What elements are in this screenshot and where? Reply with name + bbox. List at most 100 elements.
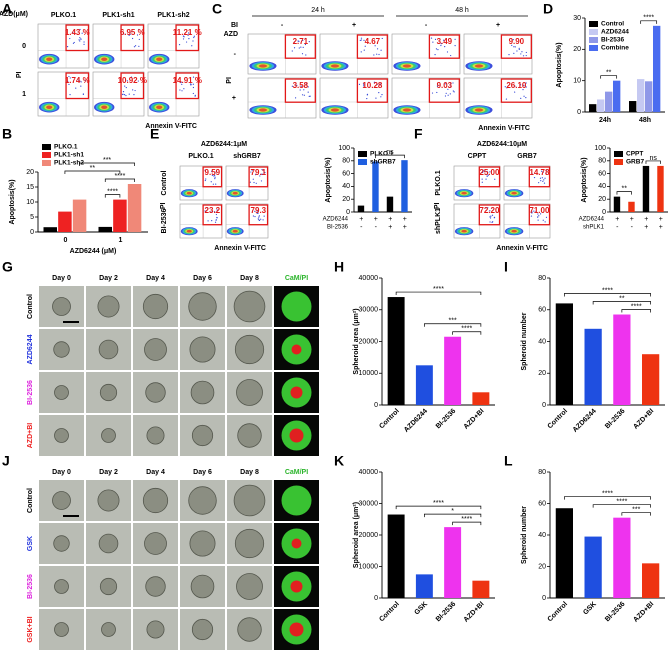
event [304,37,306,40]
event [132,89,134,91]
gate-value: 6.95 % [120,28,145,37]
event [525,54,527,57]
sig-label: * [451,508,454,515]
event [449,83,452,85]
event [545,173,547,175]
event-cloud [258,64,268,68]
event [378,92,380,94]
event [435,48,438,50]
event [194,95,196,97]
event [257,212,259,214]
event [213,175,215,177]
event-cloud [186,229,192,233]
panel-letter: C [212,1,222,17]
y-tick-label: 0 [374,402,378,409]
event [264,171,266,174]
event [360,39,362,41]
y-tick-label: 10000 [359,563,379,570]
event [291,85,293,87]
dead-core [290,580,303,593]
event [538,215,540,217]
bar [472,580,490,598]
x-tick-label: AZD+BI [463,601,486,624]
bar [645,81,653,112]
y-tick-label: 0 [346,209,350,216]
event [539,213,542,215]
event [364,45,366,47]
gate-value: 71.00 [529,206,550,215]
sig-bracket [592,301,651,305]
bar [127,184,142,232]
event [485,178,487,180]
y-tick-label: 20 [26,169,34,176]
event [73,41,75,44]
y-tick-label: 0 [30,229,34,236]
condition-mark: - [360,224,363,231]
gate-box [65,24,90,52]
col-label: + [352,22,356,29]
event [541,170,543,172]
event [301,94,304,96]
event [255,182,257,184]
event [531,173,533,175]
event [525,51,527,54]
event [434,38,437,41]
event [180,81,182,84]
y-axis-label: Apoptosis(%) [325,157,332,202]
sig-bracket [424,323,482,327]
event [307,86,309,88]
event [487,171,489,174]
y-axis-label: Spheroid number [521,506,528,564]
event [134,45,137,47]
legend-swatch [589,21,598,27]
gate-value: 9.03 [437,81,453,90]
event [482,169,484,171]
row-label: Control [161,171,168,196]
sig-bracket [645,160,661,164]
y-tick-label: 0 [374,595,378,602]
y-axis-label: Apoptosis(%) [556,42,563,87]
event [486,174,488,176]
event [309,95,311,97]
dead-core [290,386,303,399]
y-axis-label: Spheroid number [521,312,528,370]
spheroid [188,292,217,321]
event [83,41,85,43]
condition-label: BI-2536 [327,225,349,231]
event [214,211,216,213]
event [374,45,376,47]
panel-letter: A [2,1,12,17]
panel-letter: H [334,259,344,275]
event [181,90,183,92]
condition-mark: + [374,216,378,223]
bar [72,199,87,232]
sig-label: *** [632,507,640,514]
event [299,89,301,91]
y-tick-label: 80 [538,275,546,282]
y-tick-label: 40 [538,532,546,539]
y-axis-label: Spheroid area (μm²) [353,308,360,374]
event [136,34,139,36]
event [215,213,217,216]
event [506,87,508,89]
event [75,87,77,89]
event [249,181,251,183]
event [450,54,452,57]
event [432,41,434,43]
treatment-label: BI-2536 [27,574,34,599]
event [206,207,208,209]
spheroid [97,295,120,318]
spheroid [146,620,165,639]
dead-core [291,538,302,549]
event [250,171,252,173]
event [363,49,365,51]
spheroid [54,385,69,400]
event [436,85,439,87]
event-cloud [156,57,163,61]
gate-value: 4.67 [365,37,381,46]
x-tick-label: AZD6244 [572,408,598,434]
gate-box [120,72,145,100]
gate-box [428,78,460,103]
event [254,174,257,176]
bar [629,101,637,112]
